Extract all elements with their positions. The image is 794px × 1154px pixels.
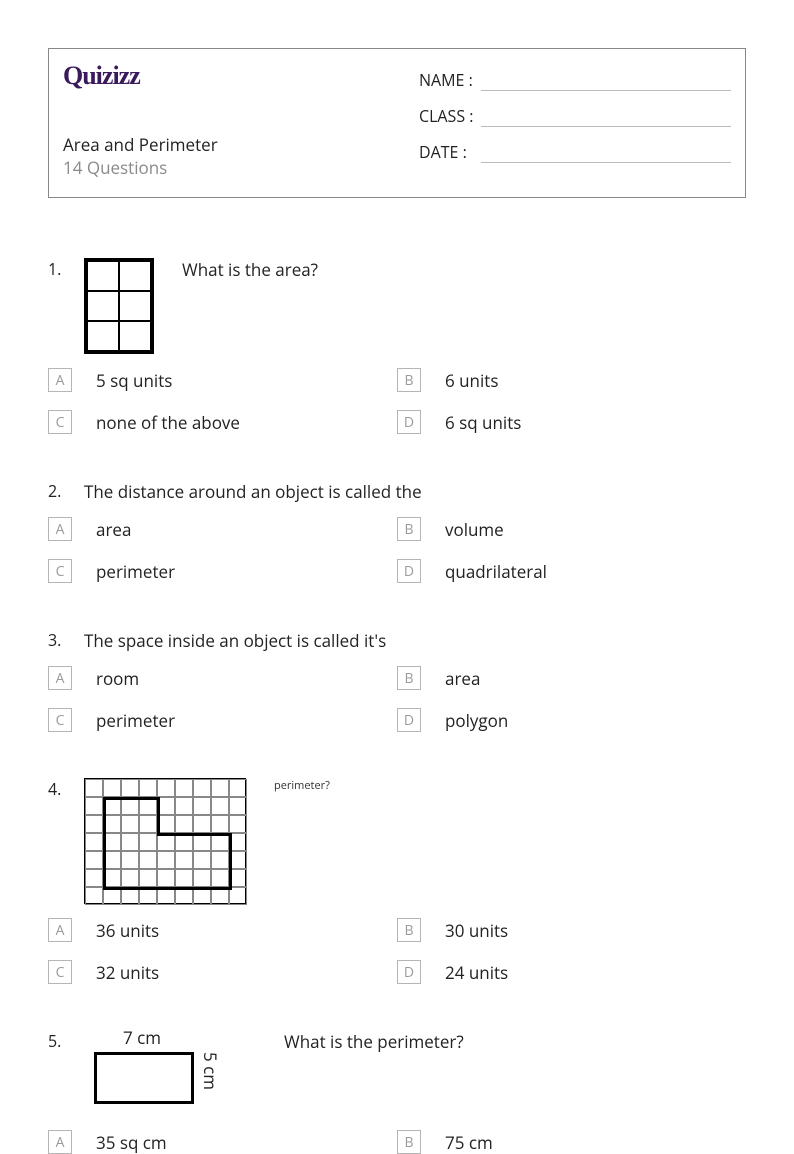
answer-text: room	[96, 667, 139, 690]
letter-box: A	[48, 368, 72, 392]
question-text: The space inside an object is called it'…	[84, 629, 746, 652]
letter-box: D	[397, 559, 421, 583]
question-1: 1. What is the area? A 5 sq units B 6 unit…	[48, 258, 746, 452]
question-text: perimeter?	[274, 778, 746, 793]
question-figure: 7 cm 5 cm	[84, 1030, 224, 1110]
letter-box: C	[48, 559, 72, 583]
class-blank[interactable]	[481, 109, 731, 127]
class-field: CLASS :	[419, 105, 731, 127]
answers: A5 sq units B6 units Cnone of the above …	[48, 368, 746, 452]
question-5: 5. 7 cm 5 cm What is the perimeter? A 35 …	[48, 1030, 746, 1154]
answer-text: 75 cm	[445, 1131, 493, 1154]
question-3: 3. The space inside an object is called …	[48, 629, 746, 750]
answer-text: 30 units	[445, 919, 508, 942]
answer-a[interactable]: Aarea	[48, 517, 397, 541]
question-4: 4.	[48, 778, 746, 1002]
l-shape-grid-icon	[84, 778, 246, 904]
answer-b[interactable]: Bvolume	[397, 517, 746, 541]
question-number: 4.	[48, 778, 84, 800]
header-left: Quizizz Area and Perimeter 14 Questions	[63, 61, 218, 179]
letter-box: A	[48, 666, 72, 690]
answer-text: area	[96, 518, 131, 541]
date-field: DATE :	[419, 141, 731, 163]
question-number: 2.	[48, 480, 84, 502]
answer-d[interactable]: D 6 sq units	[397, 410, 746, 434]
question-text: The distance around an object is called …	[84, 480, 746, 503]
letter-box: B	[397, 1130, 421, 1154]
letter-box: A	[48, 1130, 72, 1154]
quizizz-logo: Quizizz	[63, 61, 218, 91]
date-blank[interactable]	[481, 145, 731, 163]
letter-box: D	[397, 410, 421, 434]
questions-list: 1. What is the area? A 5 sq units B 6 unit…	[48, 258, 746, 1154]
class-label: CLASS :	[419, 105, 477, 127]
header-right: NAME : CLASS : DATE :	[419, 61, 731, 179]
letter-box: C	[48, 708, 72, 732]
answer-text: 24 units	[445, 961, 508, 984]
answer-b[interactable]: B 75 cm	[397, 1130, 746, 1154]
answer-a[interactable]: Aroom	[48, 666, 397, 690]
name-field: NAME :	[419, 69, 731, 91]
answer-c[interactable]: Cperimeter	[48, 708, 397, 732]
question-number: 3.	[48, 629, 84, 651]
answers: Aarea Bvolume Cperimeter Dquadrilateral	[48, 517, 746, 601]
question-number: 5.	[48, 1030, 84, 1052]
answer-text: 35 sq cm	[96, 1131, 167, 1154]
name-label: NAME :	[419, 69, 477, 91]
question-2: 2. The distance around an object is call…	[48, 480, 746, 601]
letter-box: B	[397, 918, 421, 942]
answer-c[interactable]: Cnone of the above	[48, 410, 397, 434]
answer-text: perimeter	[96, 560, 175, 583]
letter-box: A	[48, 918, 72, 942]
letter-box: D	[397, 960, 421, 984]
answer-d[interactable]: D 24 units	[397, 960, 746, 984]
answer-text: 36 units	[96, 919, 159, 942]
answer-d[interactable]: Dquadrilateral	[397, 559, 746, 583]
question-text: What is the perimeter?	[284, 1030, 746, 1053]
letter-box: A	[48, 517, 72, 541]
question-text: What is the area?	[182, 258, 746, 281]
answer-b[interactable]: Barea	[397, 666, 746, 690]
answer-a[interactable]: A 36 units	[48, 918, 397, 942]
name-blank[interactable]	[481, 73, 731, 91]
answer-text: none of the above	[96, 411, 240, 434]
answer-b[interactable]: B 30 units	[397, 918, 746, 942]
question-number: 1.	[48, 258, 84, 280]
answer-c[interactable]: Cperimeter	[48, 559, 397, 583]
letter-box: C	[48, 960, 72, 984]
answer-text: quadrilateral	[445, 560, 547, 583]
answers: A 35 sq cm B 75 cm	[48, 1130, 746, 1154]
answer-text: 6 sq units	[445, 411, 521, 434]
answer-text: polygon	[445, 709, 508, 732]
rectangle-7x5-icon: 7 cm 5 cm	[84, 1030, 224, 1110]
answers: Aroom Barea Cperimeter Dpolygon	[48, 666, 746, 750]
letter-box: B	[397, 368, 421, 392]
answer-text: volume	[445, 518, 504, 541]
answer-text: 6 units	[445, 369, 498, 392]
answer-text: 5 sq units	[96, 369, 172, 392]
answer-c[interactable]: C 32 units	[48, 960, 397, 984]
letter-box: D	[397, 708, 421, 732]
width-label: 7 cm	[84, 1026, 200, 1049]
worksheet-header: Quizizz Area and Perimeter 14 Questions …	[48, 48, 746, 198]
quiz-title: Area and Perimeter	[63, 133, 218, 156]
answer-a[interactable]: A 35 sq cm	[48, 1130, 397, 1154]
answer-text: perimeter	[96, 709, 175, 732]
letter-box: B	[397, 666, 421, 690]
height-label: 5 cm	[199, 1052, 222, 1090]
answer-a[interactable]: A 5 sq units	[48, 368, 397, 392]
answers: A 36 units B 30 units C 32 units D 24 units	[48, 918, 746, 1002]
question-figure	[84, 778, 246, 904]
answer-d[interactable]: Dpolygon	[397, 708, 746, 732]
question-count: 14 Questions	[63, 156, 218, 179]
question-figure	[84, 258, 154, 354]
grid-2x3-icon	[84, 258, 154, 354]
date-label: DATE :	[419, 141, 477, 163]
answer-text: area	[445, 667, 480, 690]
answer-b[interactable]: B 6 units	[397, 368, 746, 392]
letter-box: C	[48, 410, 72, 434]
answer-text: 32 units	[96, 961, 159, 984]
letter-box: B	[397, 517, 421, 541]
